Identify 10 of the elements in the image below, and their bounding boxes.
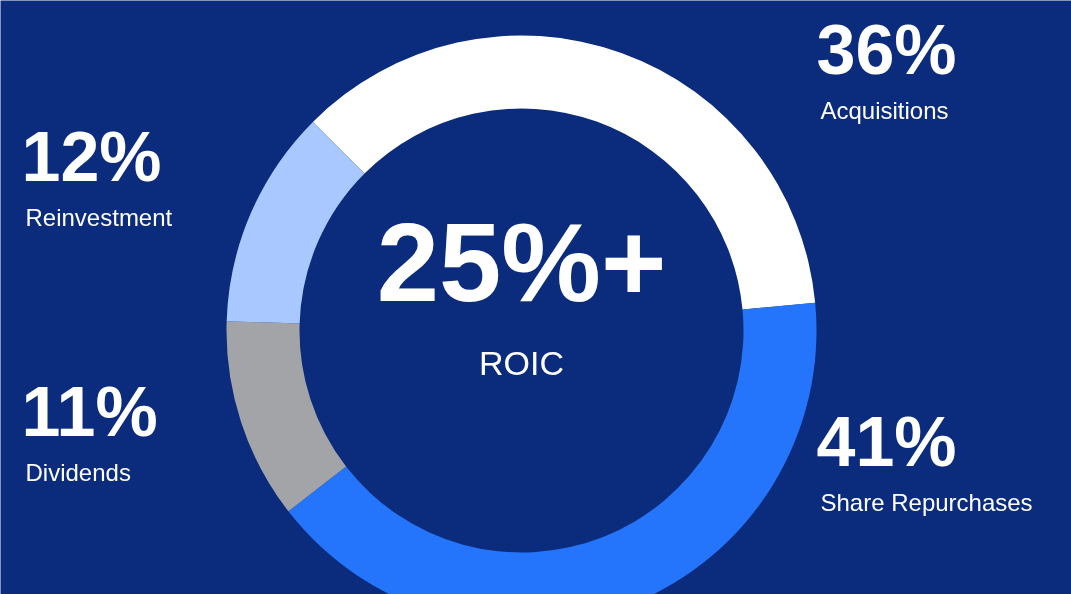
text: ROIC bbox=[479, 343, 564, 382]
text: 25%+ bbox=[376, 200, 667, 325]
slice-label: Acquisitions bbox=[820, 96, 949, 124]
data-label: 12% bbox=[21, 117, 162, 196]
slice-label: Dividends bbox=[25, 458, 131, 486]
data-label: 36% bbox=[816, 10, 957, 89]
data-label: 41% bbox=[816, 402, 957, 481]
slice-label: Share Repurchases bbox=[820, 488, 1033, 516]
slice-label: Reinvestment bbox=[25, 203, 173, 231]
data-label: 11% bbox=[21, 372, 158, 451]
